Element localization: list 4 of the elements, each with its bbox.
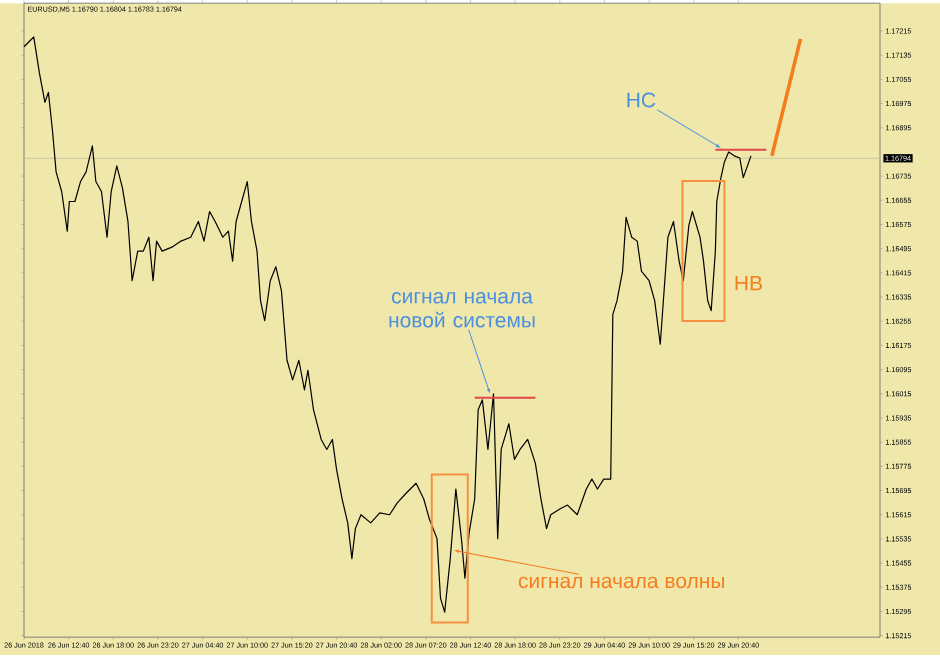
annotation: НВ [735,276,762,291]
annotation: НС [627,92,656,108]
annotation: сигнал начала новой системы [389,292,535,328]
annotation: сигнал начала волны [518,577,724,589]
